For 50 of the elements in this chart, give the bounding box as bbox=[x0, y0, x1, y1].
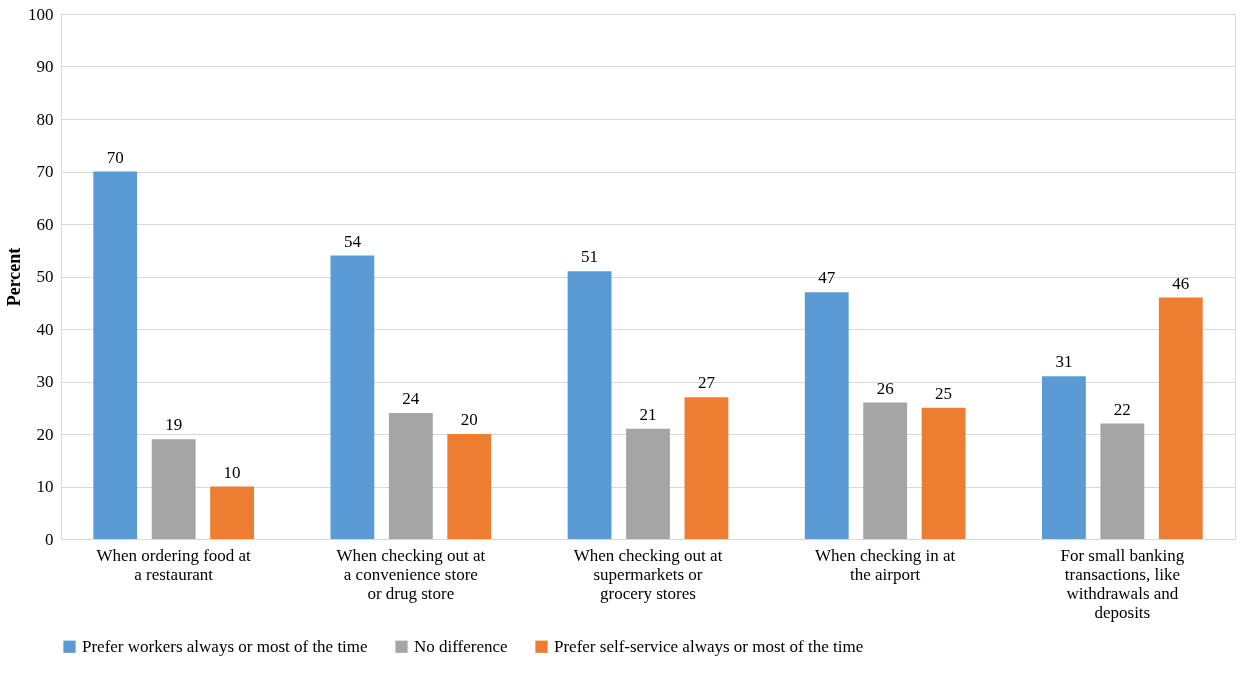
data-label: 25 bbox=[935, 383, 953, 403]
x-tick-label: When checking out at a convenience store or drug store bbox=[336, 545, 486, 603]
bar bbox=[330, 255, 375, 539]
legend-label: Prefer workers always or most of the time bbox=[82, 636, 368, 656]
bar bbox=[151, 439, 196, 539]
x-tick-label: For small banking transactions, like withdrawals and deposits bbox=[1060, 545, 1185, 622]
data-label: 10 bbox=[223, 462, 241, 482]
bar bbox=[388, 413, 433, 539]
bar bbox=[1158, 297, 1203, 539]
bar bbox=[447, 434, 492, 539]
bar bbox=[1042, 376, 1086, 539]
y-tick-label: 0 bbox=[45, 529, 54, 549]
y-tick-label: 70 bbox=[36, 162, 54, 181]
bar bbox=[93, 171, 138, 539]
y-tick-label: 100 bbox=[28, 4, 54, 24]
data-label: 31 bbox=[1055, 352, 1073, 372]
y-tick-label: 20 bbox=[36, 424, 54, 444]
y-tick-label: 90 bbox=[36, 57, 54, 76]
bar bbox=[210, 486, 254, 539]
data-label: 26 bbox=[876, 378, 894, 398]
bar bbox=[626, 428, 670, 539]
data-label: 22 bbox=[1113, 399, 1131, 419]
data-label: 19 bbox=[165, 415, 183, 435]
y-tick-label: 40 bbox=[36, 319, 54, 339]
y-tick-label: 50 bbox=[36, 267, 54, 286]
bar bbox=[1100, 423, 1145, 539]
y-tick-label: 10 bbox=[36, 477, 54, 496]
data-label: 21 bbox=[639, 404, 657, 424]
data-label: 46 bbox=[1172, 273, 1190, 293]
bar bbox=[804, 292, 849, 539]
x-tick-label: When checking in at the airport bbox=[815, 545, 956, 584]
data-label: 20 bbox=[460, 410, 478, 429]
bar bbox=[863, 402, 908, 539]
y-tick-label: 30 bbox=[36, 372, 54, 391]
x-tick-label: When ordering food at a restaurant bbox=[96, 545, 252, 584]
legend-label: No difference bbox=[414, 636, 508, 656]
data-label: 70 bbox=[106, 147, 124, 167]
data-label: 27 bbox=[697, 373, 716, 393]
data-label: 24 bbox=[402, 389, 420, 408]
y-axis-title: Percent bbox=[4, 247, 24, 307]
y-tick-label: 60 bbox=[36, 214, 54, 234]
x-tick-label: When checking out at supermarkets or grocery stores bbox=[573, 545, 723, 603]
bar bbox=[684, 397, 729, 539]
data-label: 54 bbox=[343, 231, 362, 251]
data-label: 47 bbox=[818, 268, 836, 288]
bar bbox=[567, 271, 612, 539]
data-label: 51 bbox=[581, 247, 599, 267]
legend-label: Prefer self-service always or most of the time bbox=[554, 636, 864, 656]
y-tick-label: 80 bbox=[36, 109, 54, 129]
bar bbox=[921, 407, 966, 539]
